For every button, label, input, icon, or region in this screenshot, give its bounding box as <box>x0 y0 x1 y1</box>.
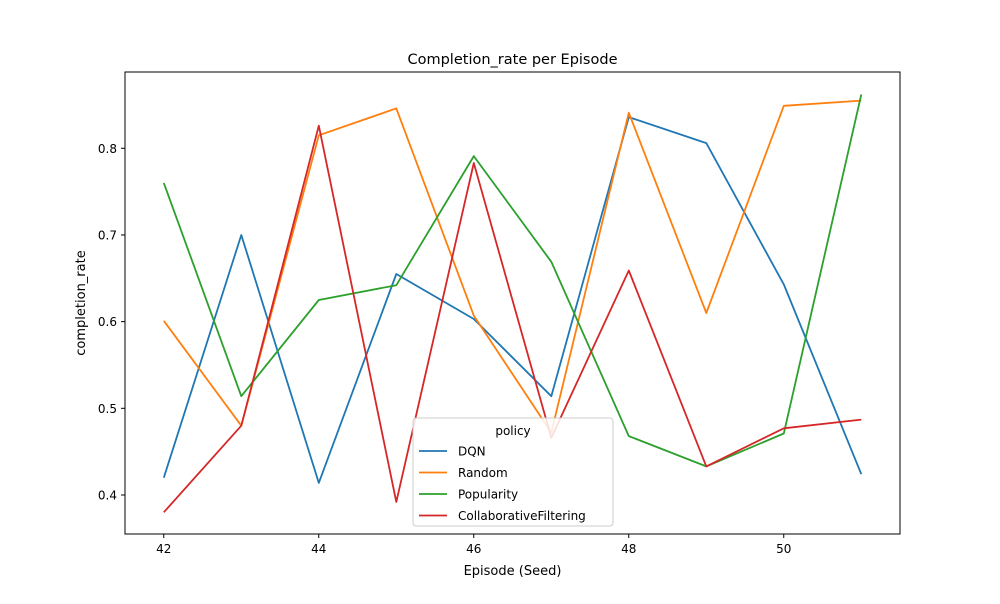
legend-label-1: Random <box>458 466 508 480</box>
x-tick-label: 48 <box>621 542 636 556</box>
y-axis-label: completion_rate <box>74 250 89 355</box>
y-tick-label: 0.6 <box>98 315 117 329</box>
chart-title: Completion_rate per Episode <box>407 52 617 68</box>
y-tick-label: 0.8 <box>98 142 117 156</box>
x-tick-label: 42 <box>156 542 171 556</box>
legend-label-2: Popularity <box>458 488 518 502</box>
x-axis-ticks: 42 44 46 48 50 <box>156 534 791 556</box>
plot-area <box>162 94 863 513</box>
legend: policy DQN Random Popularity CollaborativeFi… <box>412 417 614 527</box>
x-axis-label: Episode (Seed) <box>464 564 562 579</box>
y-tick-label: 0.7 <box>98 228 117 242</box>
legend-box <box>412 417 614 527</box>
series-line-2 <box>162 94 863 468</box>
legend-label-3: CollaborativeFiltering <box>458 509 586 523</box>
legend-title: policy <box>495 424 530 438</box>
y-tick-label: 0.4 <box>98 488 117 502</box>
axes-frame <box>124 71 901 535</box>
x-tick-label: 46 <box>466 542 481 556</box>
series-line-0 <box>162 116 863 484</box>
y-axis-ticks: 0.4 0.5 0.6 0.7 0.8 <box>98 142 125 502</box>
y-tick-label: 0.5 <box>98 402 117 416</box>
legend-label-0: DQN <box>458 445 486 459</box>
series-line-1 <box>163 99 862 434</box>
x-tick-label: 50 <box>776 542 791 556</box>
series-line-3 <box>163 124 862 513</box>
x-tick-label: 44 <box>311 542 326 556</box>
